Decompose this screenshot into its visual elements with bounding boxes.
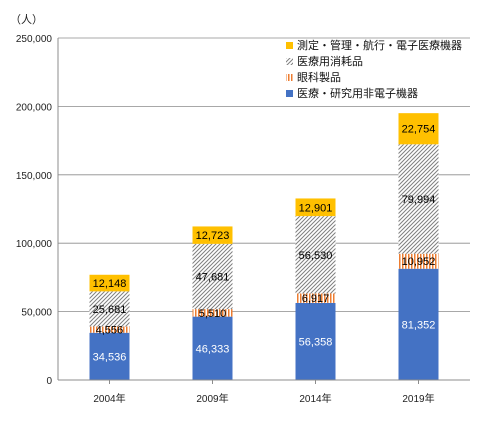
data-label: 34,536: [93, 351, 127, 363]
data-label: 12,901: [299, 202, 333, 214]
y-tick-label: 150,000: [16, 171, 53, 182]
data-labels: 34,536 4,556 25,681 12,148 46,333 5,510 47,681…: [93, 124, 436, 364]
bar-segment: [192, 226, 233, 244]
y-tick-label: 200,000: [16, 102, 53, 113]
data-label: 5,510: [199, 308, 227, 320]
data-label: 12,723: [196, 230, 230, 242]
data-label: 46,333: [196, 343, 230, 355]
data-label: 10,952: [402, 256, 436, 268]
bar-segment: [192, 316, 233, 380]
bar-segment: [192, 243, 233, 310]
unit-label: （人）: [10, 13, 43, 26]
legend-swatch: [286, 42, 293, 49]
bar-segment: [295, 198, 336, 217]
bar-segment: [89, 274, 130, 292]
x-tick-label: 2019年: [402, 392, 434, 405]
data-label: 25,681: [93, 304, 127, 316]
bar-segment: [295, 302, 336, 380]
legend-swatch: [286, 90, 293, 97]
y-tick-label: 0: [46, 376, 52, 387]
x-tick-label: 2009年: [196, 392, 228, 405]
data-label: 81,352: [402, 319, 436, 331]
y-axis: 0 50,000 100,000 150,000 200,000 250,000: [16, 34, 59, 387]
y-tick-label: 100,000: [16, 239, 53, 250]
x-tick-label: 2004年: [93, 392, 125, 405]
data-label: 22,754: [402, 124, 436, 136]
bar-segment: [295, 216, 336, 294]
bar-segment: [295, 293, 336, 303]
bar-segment: [192, 309, 233, 317]
data-label: 47,681: [196, 271, 230, 283]
y-tick-label: 50,000: [21, 308, 52, 319]
legend-swatch: [286, 74, 293, 81]
legend-entry: 測定・管理・航行・電子医療機器: [297, 38, 462, 52]
bar-segment: [398, 144, 439, 254]
data-label: 12,148: [93, 278, 127, 290]
x-tick-label: 2014年: [299, 392, 331, 405]
legend-swatch: [286, 58, 293, 65]
data-label: 6,917: [302, 293, 330, 305]
data-label: 4,556: [96, 325, 124, 337]
data-label: 56,358: [299, 336, 333, 348]
data-label: 56,530: [299, 250, 333, 262]
bar-segment: [89, 291, 130, 327]
x-axis: 2004年 2009年 2014年 2019年: [58, 379, 470, 405]
bar-segment: [398, 253, 439, 269]
legend-entry: 医療・研究用非電子機器: [297, 86, 418, 100]
y-tick-label: 250,000: [16, 34, 53, 45]
bars: [89, 113, 439, 380]
legend-entry: 医療用消耗品: [297, 54, 363, 68]
bar-segment: [398, 113, 439, 145]
bar-segment: [398, 268, 439, 380]
bar-segment: [89, 332, 130, 380]
data-label: 79,994: [402, 194, 436, 206]
bar-segment: [89, 326, 130, 333]
legend-entry: 眼科製品: [297, 70, 341, 84]
